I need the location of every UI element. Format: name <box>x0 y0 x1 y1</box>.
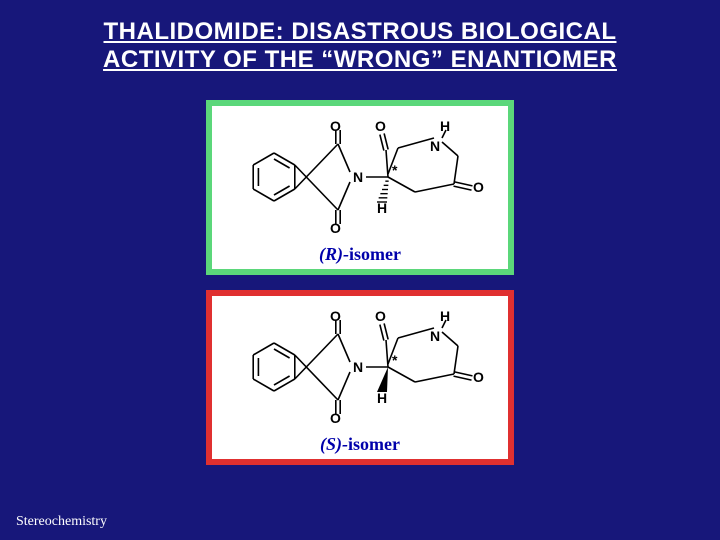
s-isomer-panel: *OOONHHNO (S)-isomer <box>206 290 514 465</box>
svg-text:H: H <box>377 390 387 406</box>
svg-text:*: * <box>392 352 398 368</box>
s-isomer-label: (S)-isomer <box>320 434 400 455</box>
r-isomer-panel: *OOONHHNO (R)-isomer <box>206 100 514 275</box>
svg-text:O: O <box>330 308 341 324</box>
svg-text:*: * <box>392 162 398 178</box>
svg-text:O: O <box>330 410 341 426</box>
s-isomer-structure: *OOONHHNO <box>220 302 500 430</box>
slide-title: THALIDOMIDE: DISASTROUS BIOLOGICAL ACTIV… <box>0 0 720 73</box>
svg-text:O: O <box>473 369 484 385</box>
svg-text:H: H <box>440 308 450 324</box>
svg-text:O: O <box>330 118 341 134</box>
svg-text:N: N <box>430 328 440 344</box>
s-isomer-structure-box: *OOONHHNO (S)-isomer <box>206 290 514 465</box>
svg-text:O: O <box>375 308 386 324</box>
svg-text:N: N <box>430 138 440 154</box>
svg-text:N: N <box>353 169 363 185</box>
svg-text:H: H <box>377 200 387 216</box>
svg-text:H: H <box>440 118 450 134</box>
r-isomer-structure: *OOONHHNO <box>220 112 500 240</box>
svg-text:O: O <box>375 118 386 134</box>
r-isomer-label: (R)-isomer <box>319 244 401 265</box>
footer-text: Stereochemistry <box>16 514 107 530</box>
svg-text:O: O <box>473 179 484 195</box>
svg-text:O: O <box>330 220 341 236</box>
r-isomer-structure-box: *OOONHHNO (R)-isomer <box>206 100 514 275</box>
svg-text:N: N <box>353 359 363 375</box>
